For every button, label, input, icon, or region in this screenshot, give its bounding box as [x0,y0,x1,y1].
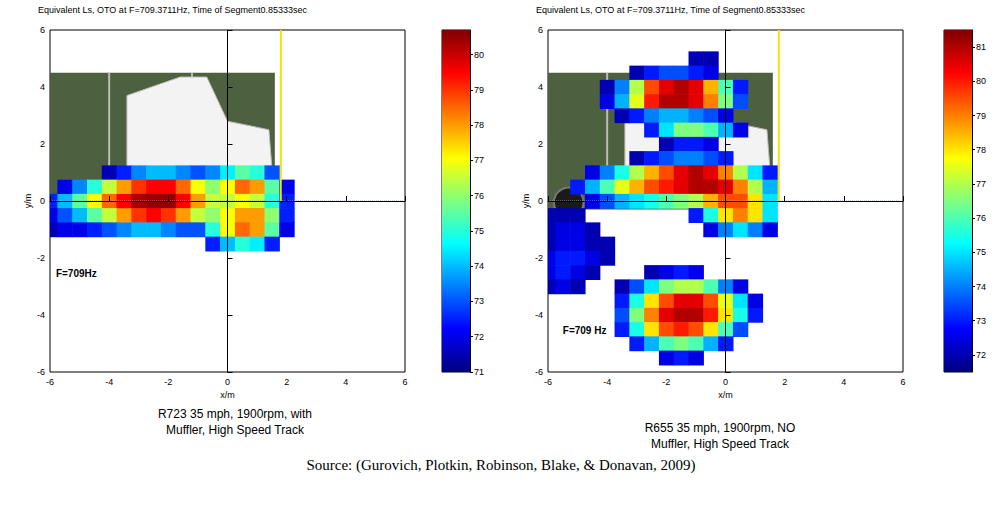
svg-text:-2: -2 [662,377,670,387]
svg-text:6: 6 [538,25,543,35]
svg-text:0: 0 [40,196,45,206]
svg-text:76: 76 [474,191,484,201]
svg-text:F=709Hz: F=709Hz [56,268,97,279]
svg-text:0: 0 [225,377,230,387]
svg-text:76: 76 [976,213,986,223]
svg-text:4: 4 [40,82,45,92]
svg-text:2: 2 [538,139,543,149]
svg-text:72: 72 [474,332,484,342]
svg-text:4: 4 [841,377,846,387]
svg-text:71: 71 [474,367,484,377]
svg-text:4: 4 [343,377,348,387]
svg-text:77: 77 [976,179,986,189]
svg-text:0: 0 [538,196,543,206]
svg-text:-2: -2 [535,253,543,263]
svg-text:Source: (Gurovich, Plotkin, Ro: Source: (Gurovich, Plotkin, Robinson, Bl… [306,457,695,474]
svg-text:74: 74 [474,261,484,271]
svg-text:-6: -6 [46,377,54,387]
svg-text:y/m: y/m [521,194,531,209]
svg-text:-4: -4 [535,310,543,320]
svg-text:Muffler, High Speed Track: Muffler, High Speed Track [651,437,790,451]
svg-text:79: 79 [474,85,484,95]
svg-text:2: 2 [782,377,787,387]
svg-text:Muffler, High Speed Track: Muffler, High Speed Track [166,423,305,437]
svg-text:R723 35 mph, 1900rpm, with: R723 35 mph, 1900rpm, with [158,407,312,421]
svg-text:78: 78 [976,145,986,155]
svg-text:73: 73 [474,296,484,306]
svg-text:74: 74 [976,282,986,292]
svg-text:79: 79 [976,111,986,121]
svg-text:80: 80 [474,50,484,60]
svg-text:-4: -4 [105,377,113,387]
svg-text:y/m: y/m [23,194,33,209]
svg-text:73: 73 [976,316,986,326]
svg-text:6: 6 [900,377,905,387]
svg-text:75: 75 [976,247,986,257]
svg-text:-6: -6 [544,377,552,387]
svg-text:6: 6 [402,377,407,387]
svg-text:72: 72 [976,350,986,360]
svg-text:2: 2 [40,139,45,149]
svg-text:Equivalent Ls, OTO at F=709.37: Equivalent Ls, OTO at F=709.3711Hz, Time… [38,5,308,15]
svg-text:x/m: x/m [220,390,235,400]
svg-text:-2: -2 [37,253,45,263]
svg-text:4: 4 [538,82,543,92]
svg-text:Equivalent Ls, OTO at F=709.37: Equivalent Ls, OTO at F=709.3711Hz, Time… [536,5,806,15]
svg-text:77: 77 [474,155,484,165]
svg-text:80: 80 [976,76,986,86]
svg-text:-6: -6 [37,367,45,377]
svg-text:2: 2 [284,377,289,387]
svg-text:78: 78 [474,120,484,130]
svg-text:0: 0 [723,377,728,387]
svg-text:75: 75 [474,226,484,236]
svg-text:-2: -2 [164,377,172,387]
svg-text:-6: -6 [535,367,543,377]
svg-text:x/m: x/m [718,390,733,400]
svg-text:-4: -4 [603,377,611,387]
svg-text:-4: -4 [37,310,45,320]
svg-text:R655 35 mph, 1900rpm, NO: R655 35 mph, 1900rpm, NO [645,421,796,435]
svg-text:F=709 Hz: F=709 Hz [563,325,607,336]
svg-text:6: 6 [40,25,45,35]
svg-text:81: 81 [976,42,986,52]
